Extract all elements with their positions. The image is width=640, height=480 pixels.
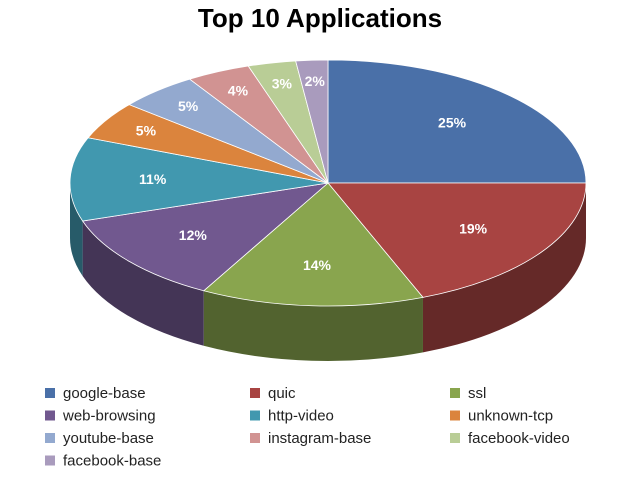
slice [327, 59, 587, 184]
legend-swatch [450, 410, 460, 421]
legend-label: facebook-base [63, 452, 161, 469]
legend-label: instagram-base [268, 430, 371, 447]
legend-label: http-video [268, 407, 334, 424]
data-label: 11% [139, 171, 167, 187]
legend-label: facebook-video [468, 430, 570, 447]
legend-swatch [450, 433, 460, 443]
data-label: 25% [438, 115, 467, 131]
data-label: 12% [179, 227, 208, 243]
legend-label: youtube-base [63, 430, 154, 447]
slice [327, 182, 587, 298]
legend-label: unknown-tcp [468, 407, 553, 424]
legend-swatch [250, 410, 260, 421]
data-label: 14% [303, 257, 332, 273]
data-label: 3% [272, 75, 293, 91]
legend-label: ssl [468, 385, 486, 402]
slice-side [82, 221, 204, 346]
slice [81, 182, 330, 292]
chart-title: Top 10 Applications [198, 3, 442, 33]
legend-swatch [45, 410, 55, 421]
slice-side [70, 183, 83, 277]
legend-label: quic [268, 385, 296, 402]
data-label: 4% [228, 82, 249, 98]
legend-swatch [45, 433, 55, 443]
slice [295, 59, 329, 184]
slice-side [422, 183, 586, 353]
data-label: 19% [459, 221, 488, 237]
legend-swatch [45, 455, 55, 466]
slice-side [203, 290, 423, 361]
legend-label: web-browsing [62, 407, 156, 424]
data-label: 5% [136, 122, 157, 138]
data-label: 2% [305, 73, 326, 89]
legend-swatch [450, 388, 460, 398]
data-label: 5% [178, 98, 199, 114]
legend-swatch [250, 433, 260, 443]
slice [202, 182, 424, 307]
legend-swatch [45, 388, 55, 398]
legend-swatch [250, 388, 260, 398]
slice [69, 137, 329, 222]
legend-label: google-base [63, 385, 146, 402]
